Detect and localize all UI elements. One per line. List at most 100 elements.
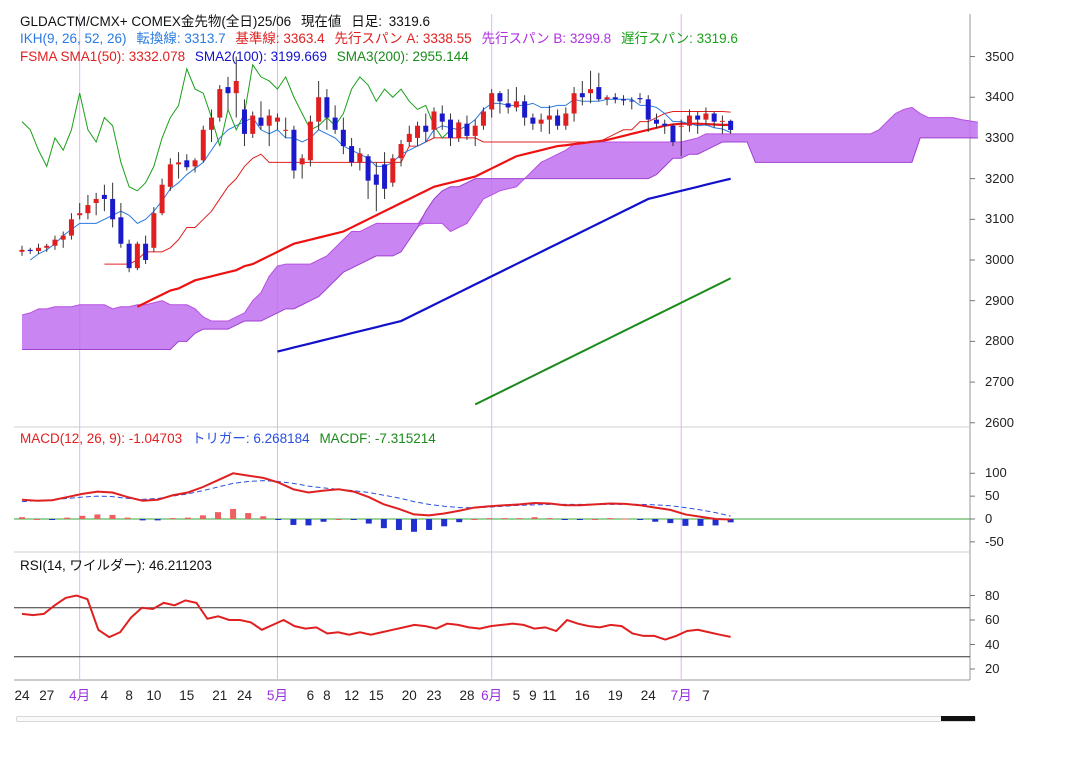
macd-tick-label: 50: [985, 488, 1000, 504]
candle-body: [464, 123, 470, 136]
candle-body: [522, 101, 528, 118]
x-date-label: 5: [512, 688, 521, 703]
candle-body: [513, 101, 519, 108]
x-month-label: 5月: [266, 688, 288, 703]
chart-scrollbar[interactable]: [16, 716, 976, 722]
macd-histogram-bar: [94, 514, 101, 519]
ikh-label: IKH(9, 26, 52, 26): [20, 31, 127, 46]
candle-body: [480, 111, 486, 126]
macd-histogram-bar: [667, 519, 674, 524]
candle-body: [126, 243, 132, 269]
candle-body: [250, 115, 256, 134]
macd-histogram-bar: [290, 519, 297, 525]
chikou-line: [21, 63, 451, 192]
x-date-label: 9: [529, 688, 537, 703]
macd-tick-label: -50: [985, 533, 1004, 549]
price-tick-label: 2700: [985, 374, 1014, 390]
candle-body: [52, 239, 58, 246]
candle-body: [68, 219, 74, 236]
candle-body: [670, 125, 676, 142]
macd-histogram-bar: [215, 512, 222, 519]
x-date-label: 24: [236, 688, 252, 703]
instrument-title: GLDACTM/CMX+ COMEX金先物(全日)25/06: [20, 14, 292, 29]
x-date-label: 11: [542, 688, 557, 703]
macd-histogram-bar: [516, 518, 523, 520]
macd-histogram-bar: [727, 519, 734, 523]
candle-body: [307, 121, 313, 161]
interval-label: 日足:: [351, 14, 382, 29]
candle-body: [612, 97, 618, 100]
candle-body: [497, 93, 503, 102]
sma2-line: [277, 177, 731, 353]
candle-body: [711, 113, 717, 122]
sma1-legend: FSMA SMA1(50): 3332.078: [20, 49, 186, 64]
macd-histogram-bar: [199, 515, 206, 519]
candle-body: [134, 243, 140, 269]
macd-histogram-bar: [49, 519, 56, 520]
candle-body: [662, 123, 668, 126]
macd-histogram-bar: [697, 519, 704, 526]
candle-body: [489, 93, 495, 110]
price-value: 3319.6: [388, 14, 431, 29]
candle-body: [571, 93, 577, 114]
macd-histogram-bar: [335, 519, 342, 520]
macd-histogram-bar: [652, 519, 659, 522]
candle-body: [316, 97, 322, 122]
candle-body: [159, 184, 165, 214]
candle-body: [398, 144, 404, 159]
candle-body: [274, 117, 280, 122]
x-date-label: 8: [323, 688, 331, 703]
macd-histogram-bar: [79, 515, 86, 519]
candle-body: [390, 158, 396, 183]
rsi-tick-label: 60: [985, 612, 1000, 627]
candle-body: [35, 247, 41, 252]
candle-body: [324, 97, 330, 118]
price-tick-label: 3000: [985, 252, 1014, 267]
sma3-line: [474, 277, 732, 406]
macd-histogram-bar: [34, 519, 41, 520]
x-date-label: 15: [368, 688, 384, 703]
x-date-label: 12: [344, 688, 360, 703]
ichimoku-cloud: [21, 106, 978, 351]
candle-body: [472, 125, 478, 136]
candle-body: [167, 164, 173, 187]
x-date-label: 28: [459, 688, 475, 703]
x-date-label: 23: [426, 688, 442, 703]
kijun-legend: 基準線: 3363.4: [235, 31, 325, 46]
candle-body: [200, 129, 206, 161]
candle-body: [266, 115, 272, 126]
macd-histogram-bar: [245, 513, 252, 519]
x-month-label: 6月: [481, 688, 503, 703]
macd-histogram-bar: [456, 519, 463, 523]
candle-body: [530, 117, 536, 124]
fsma-legend: FSMA SMA1(50): 3332.078 SMA2(100): 3199.…: [20, 49, 475, 65]
macd-histogram-bar: [19, 517, 25, 519]
x-date-label: 27: [39, 688, 55, 703]
x-month-label: 7月: [670, 688, 692, 703]
candle-body: [604, 97, 610, 100]
macd-histogram-bar: [561, 519, 568, 520]
macd-histogram-bar: [139, 519, 146, 521]
macd-histogram-bar: [637, 519, 644, 520]
candle-body: [85, 205, 91, 214]
macd-legend: MACD(12, 26, 9): -1.04703 トリガー: 6.268184…: [20, 431, 442, 447]
candle-body: [728, 120, 734, 130]
candle-body: [233, 80, 239, 94]
x-date-label: 8: [125, 688, 133, 703]
candle-body: [439, 113, 445, 122]
rsi-line: [21, 594, 731, 641]
macd-histogram-bar: [682, 519, 689, 526]
scrollbar-thumb[interactable]: [941, 716, 975, 721]
candle-body: [299, 158, 305, 165]
candle-body: [637, 98, 643, 100]
candle-body: [283, 129, 289, 131]
macd-histogram-bar: [305, 519, 312, 526]
x-date-label: 24: [14, 688, 30, 703]
candle-body: [546, 115, 552, 120]
macd-histogram-bar: [531, 517, 538, 519]
candle-body: [621, 99, 627, 101]
price-tick-label: 3200: [985, 170, 1014, 186]
x-date-label: 15: [179, 688, 195, 703]
candle-body: [555, 115, 561, 126]
